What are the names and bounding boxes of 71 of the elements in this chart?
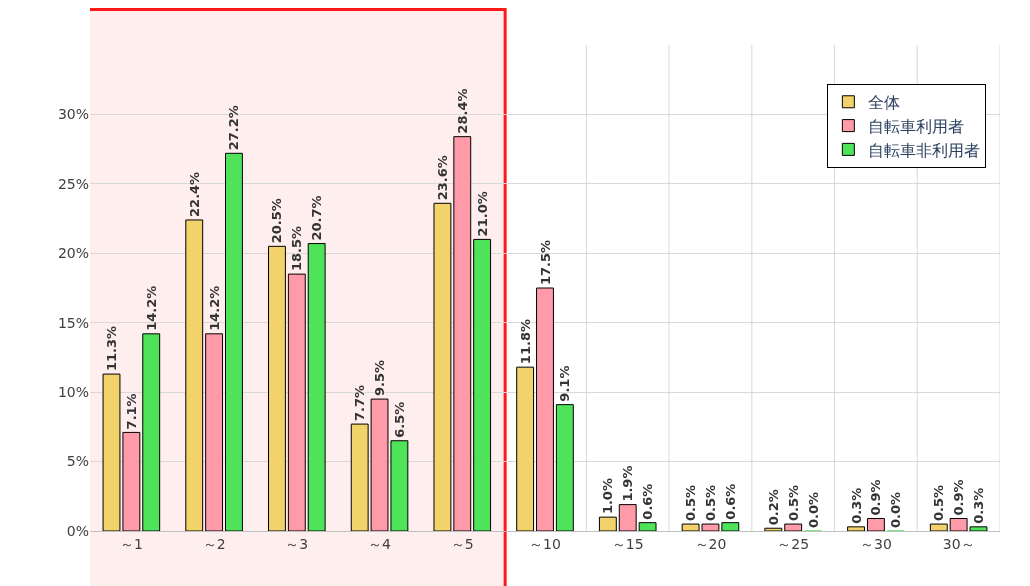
y-tick-label: 30% [57,106,89,123]
data-label: 0.0% [888,491,904,528]
x-tick-label: ～25 [777,535,810,552]
data-label: 0.3% [848,487,864,524]
data-label: 20.5% [269,198,285,244]
bar [536,287,554,531]
x-tick-label: ～1 [119,535,143,552]
bar [287,273,306,531]
data-label: 0.6% [722,483,738,520]
data-label: 14.2% [206,285,222,331]
bar [307,243,326,531]
data-label: 28.4% [454,88,470,134]
data-label: 0.9% [951,479,967,516]
x-tick-label: ～4 [368,535,392,552]
x-tick-label: ～30 [860,535,892,552]
bar [764,527,783,531]
y-tick-label: 0% [66,522,89,539]
bar [516,366,535,531]
y-tick-label: 20% [57,245,89,262]
data-label: 23.6% [434,155,450,201]
data-label: 0.6% [640,483,656,520]
legend-label: 自転車利用者 [868,116,965,136]
x-tick-label: 30～ [942,535,975,552]
bar [473,238,492,531]
data-label: 0.3% [970,487,986,524]
data-label: 21.0% [474,191,490,237]
bar [929,523,948,531]
data-label: 7.1% [123,393,139,430]
data-label: 17.5% [537,239,553,285]
y-tick-label: 15% [57,314,89,331]
data-label: 0.5% [702,485,718,522]
x-tick-label: ～20 [694,535,727,552]
data-label: 0.2% [765,489,781,526]
bar [205,333,224,531]
y-tick-label: 25% [57,175,89,192]
bar [225,152,243,531]
x-tick-label: ～10 [529,535,561,552]
data-label: 18.5% [289,226,305,272]
data-label: 9.5% [372,360,388,397]
legend-label: 全体 [868,93,901,113]
bar [268,245,286,531]
data-label: 1.0% [600,478,616,515]
x-tick-label: ～5 [450,535,474,552]
bar [555,404,574,531]
data-label: 22.4% [186,171,202,217]
data-label: 7.7% [352,385,368,422]
data-label: 14.2% [143,285,159,331]
data-label: 0.5% [931,485,947,522]
x-tick-label: ～2 [202,535,226,552]
data-label: 0.0% [805,491,821,528]
bar [598,516,617,531]
bar [847,526,865,531]
data-label: 0.5% [683,485,699,522]
bar [185,219,204,531]
data-label: 9.1% [557,365,573,402]
data-label: 27.2% [226,105,242,151]
data-label: 11.8% [517,319,533,365]
data-label: 1.9% [620,465,636,502]
bar [784,523,803,531]
data-label: 20.7% [309,195,325,241]
y-tick-label: 10% [57,384,89,401]
y-tick-label: 5% [66,453,89,470]
x-tick-label: ～3 [285,535,309,552]
x-tick-label: ～15 [611,535,644,552]
data-label: 0.9% [868,479,884,516]
data-label: 0.5% [785,485,801,522]
data-label: 11.3% [104,325,120,372]
bar [142,333,161,531]
bar [866,518,885,531]
data-label: 6.5% [391,401,407,438]
legend-label: 自転車非利用者 [868,140,981,160]
